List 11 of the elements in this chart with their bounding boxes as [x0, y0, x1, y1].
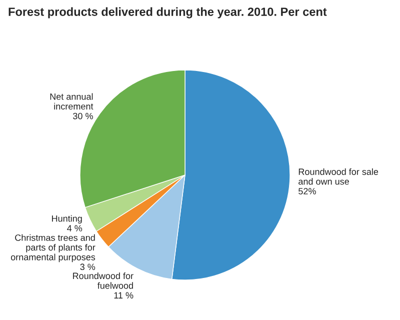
- data-label: 4 %: [67, 225, 82, 232]
- chart-title: Forest products delivered during the year. 2010. Per cent: [8, 7, 327, 18]
- slice-label: Net annual increment: [50, 93, 94, 110]
- slice-label: Roundwood for sale and own use: [298, 168, 378, 185]
- slice-label: Hunting: [52, 215, 82, 224]
- data-label: 11 %: [114, 292, 134, 298]
- slice-label: Christmas trees and parts of plants for ornamental purposes: [10, 234, 96, 262]
- slice-label: Roundwood for fuelwood: [73, 272, 134, 289]
- data-label: 52%: [298, 188, 316, 194]
- data-label: 30 %: [73, 112, 93, 120]
- data-label: 3 %: [80, 264, 96, 270]
